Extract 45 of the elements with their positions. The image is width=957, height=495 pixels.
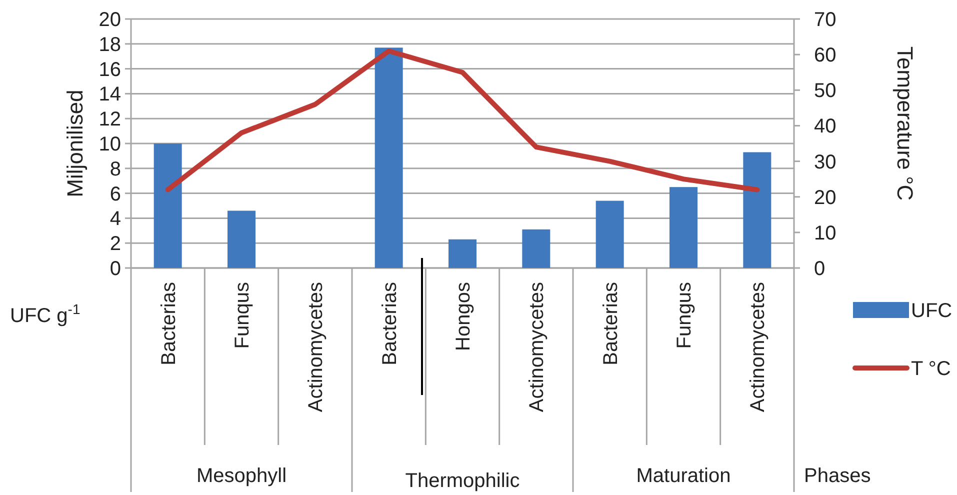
bar: [154, 144, 182, 268]
x-tick-label: Bacterias: [158, 282, 180, 366]
text: Thermophilic: [405, 470, 520, 492]
y2-tick-label: 60: [814, 44, 836, 67]
y-tick-label: 16: [98, 58, 121, 81]
y-tick-label: 18: [98, 34, 121, 56]
y-tick-label: 4: [110, 208, 121, 230]
text: Mesophyll: [196, 465, 287, 487]
y2-tick-label: 10: [814, 222, 836, 244]
y2-tick-label: 20: [814, 186, 836, 209]
bar: [522, 229, 550, 268]
y-tick-label: 6: [110, 183, 121, 206]
bar: [596, 200, 624, 268]
x-axis-title: UFC g$^{-1}$: [10, 301, 80, 327]
text: Phases: [804, 465, 871, 487]
bar: [228, 210, 256, 268]
bar: [743, 152, 772, 268]
y2-tick-label: 70: [814, 9, 836, 31]
bar: [374, 48, 403, 268]
legend-label: UFC: [911, 300, 952, 322]
x-tick-label: Hongos: [452, 282, 474, 351]
y2-tick-label: 0: [814, 258, 826, 280]
y2-tick-label: 30: [814, 151, 836, 174]
bar: [670, 187, 698, 268]
y2-tick-label: 40: [814, 116, 836, 138]
legend-label: T °C: [911, 358, 951, 380]
y-tick-label: 0: [110, 258, 121, 280]
y-tick-label: 12: [98, 108, 121, 131]
bar: [448, 239, 476, 268]
x-tick-label: Actinomycetes: [305, 282, 328, 412]
y-tick-label: 20: [98, 9, 121, 31]
y-tick-label: 10: [98, 134, 121, 156]
x-tick-label: Bacterias: [600, 282, 622, 366]
y-axis-title: Miljonilised: [62, 90, 88, 198]
x-tick-label: Actinomycetes: [526, 282, 548, 412]
y2-tick-label: 50: [814, 80, 836, 102]
y2-axis-title: Temperature °C: [892, 46, 918, 201]
x-tick-label: Funqus: [232, 282, 254, 349]
x-tick-label: Bacterias: [378, 282, 401, 366]
x-tick-label: Fungus: [674, 282, 696, 349]
x-tick-label: Actinomycetes: [747, 282, 770, 412]
y-tick-label: 8: [110, 158, 121, 180]
y-tick-label: 2: [110, 233, 121, 256]
text: Maturation: [636, 465, 731, 487]
y-tick-label: 14: [98, 84, 121, 106]
